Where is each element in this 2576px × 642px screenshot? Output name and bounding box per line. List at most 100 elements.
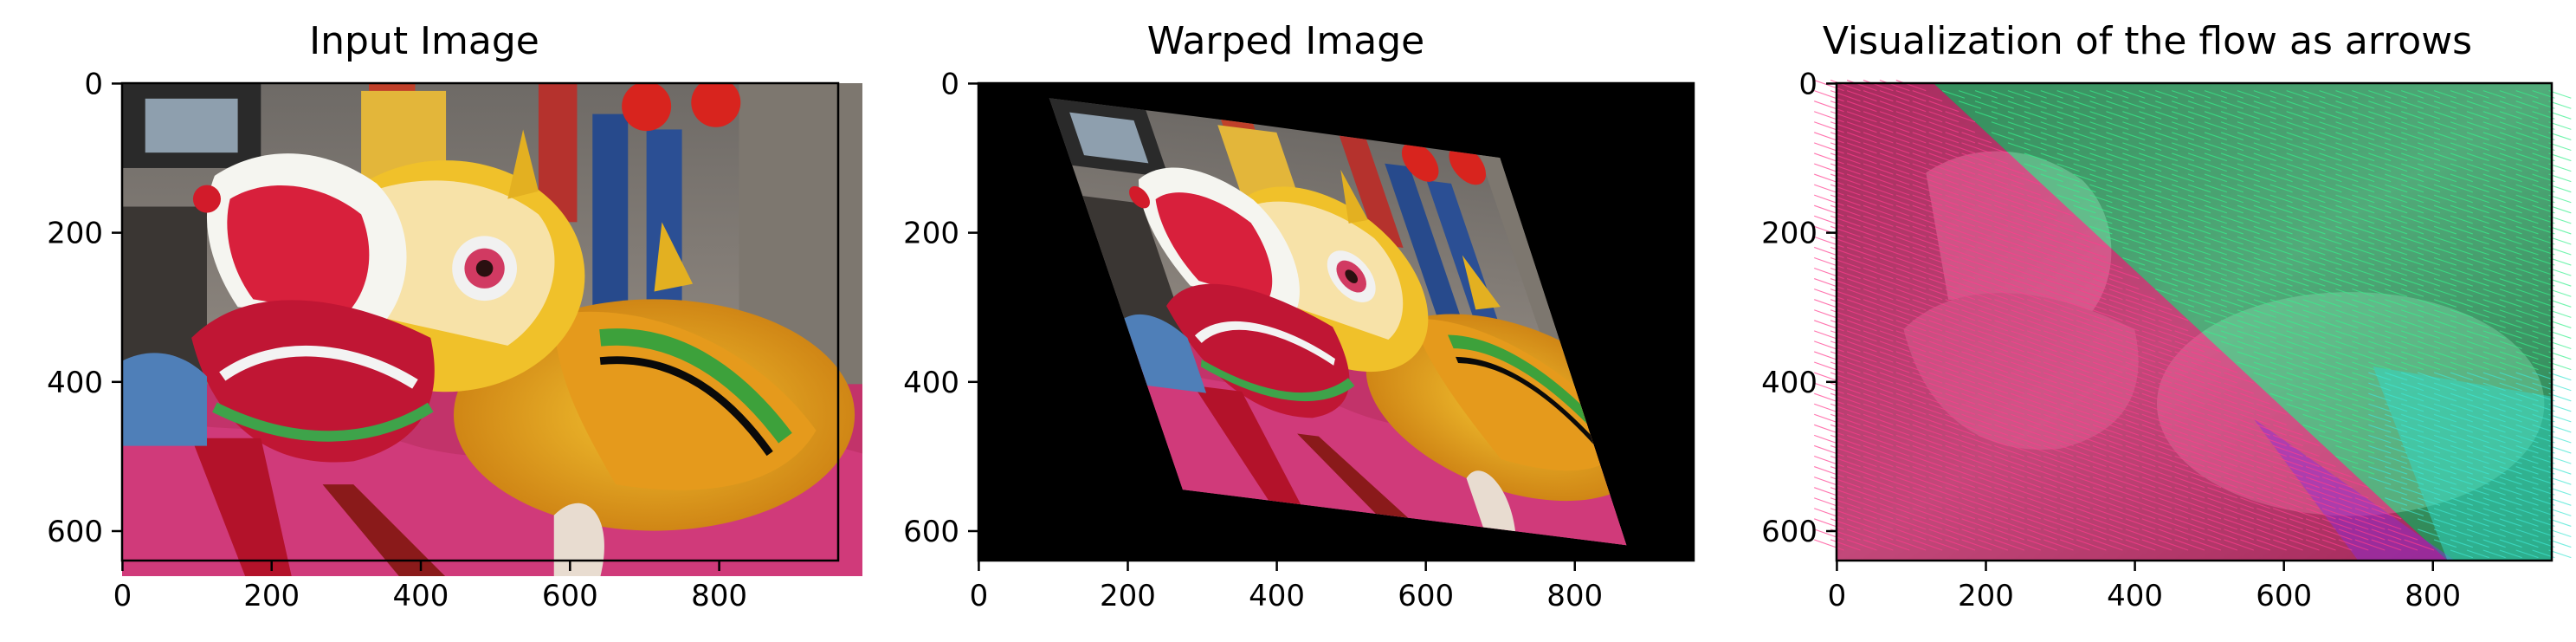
flow-arrow — [2092, 299, 2123, 311]
flow-arrow — [2187, 256, 2211, 266]
flow-arrow — [2385, 215, 2408, 224]
flow-arrow — [2059, 529, 2090, 541]
flow-arrow — [2499, 351, 2522, 360]
flow-arrow — [2450, 267, 2473, 276]
flow-arrow — [2466, 382, 2489, 392]
flow-arrow — [2256, 466, 2287, 478]
flow-arrow — [2417, 351, 2441, 360]
flow-arrow — [2092, 267, 2123, 280]
flow-arrow — [2335, 309, 2359, 318]
x-tick-label: 600 — [2256, 579, 2312, 613]
flow-arrow — [1928, 132, 1959, 144]
flow-arrow — [2321, 477, 2353, 489]
flow-arrow — [2240, 497, 2270, 509]
flow-arrow — [1961, 372, 1992, 384]
flow-arrow — [1814, 382, 1844, 394]
flow-arrow — [2043, 466, 2074, 478]
x-tick-label: 0 — [113, 579, 132, 613]
flow-arrow — [2204, 246, 2228, 256]
flow-arrow — [2352, 382, 2375, 392]
flow-arrow — [2352, 444, 2375, 454]
flow-arrow — [2207, 361, 2238, 373]
flow-arrow — [2027, 330, 2057, 342]
flow-arrow — [1814, 90, 1844, 102]
flow-arrow — [2269, 111, 2293, 120]
flow-arrow — [2269, 163, 2293, 172]
flow-arrow — [2385, 194, 2408, 204]
flow-arrow — [2466, 194, 2489, 204]
flow-arrow — [2174, 497, 2205, 509]
flow-arrow — [2011, 466, 2041, 478]
flow-arrow — [2024, 121, 2047, 130]
flow-arrow — [2417, 204, 2441, 214]
flow-arrow — [2253, 184, 2276, 193]
flow-arrow — [2253, 111, 2276, 120]
flow-arrow — [2059, 382, 2090, 394]
flow-arrow — [1961, 539, 1992, 551]
flow-arrow — [2352, 340, 2375, 350]
flow-arrow — [1978, 424, 2009, 436]
flow-arrow — [1945, 340, 1976, 353]
flow-arrow — [2155, 184, 2179, 193]
flow-arrow — [1863, 299, 1894, 311]
flow-arrow — [1895, 163, 1927, 175]
flow-arrow — [1978, 289, 2009, 301]
flow-arrow — [2043, 278, 2074, 290]
flow-arrow — [1846, 497, 1877, 509]
flow-arrow — [2253, 330, 2276, 339]
flow-arrow — [2385, 487, 2408, 496]
flow-arrow — [2269, 225, 2293, 235]
flow-arrow — [2401, 246, 2424, 256]
flow-arrow — [2368, 215, 2392, 224]
flow-arrow — [1814, 330, 1844, 342]
flow-arrow — [2338, 518, 2369, 530]
flow-arrow — [1978, 508, 2009, 520]
flow-arrow — [2385, 142, 2408, 152]
flow-arrow — [2450, 246, 2473, 256]
flow-arrow — [2043, 424, 2074, 436]
flow-arrow — [2220, 101, 2244, 109]
flow-arrow — [1978, 236, 2009, 248]
flow-arrow — [2368, 289, 2392, 297]
flow-arrow — [2253, 278, 2276, 287]
flow-arrow — [2401, 361, 2424, 371]
flow-arrow — [2368, 90, 2392, 99]
flow-arrow — [2092, 444, 2123, 457]
flow-arrow — [2125, 403, 2156, 415]
flow-arrow — [2302, 361, 2326, 371]
flow-arrow — [2401, 278, 2424, 287]
flow-arrow — [2433, 256, 2457, 266]
flow-arrow — [2515, 111, 2539, 120]
flow-arrow — [1830, 80, 1861, 92]
flow-arrow — [2076, 518, 2107, 530]
flow-arrow — [2466, 184, 2489, 193]
flow-arrow — [1978, 194, 2009, 206]
flow-arrow — [1879, 278, 1910, 290]
flow-arrow — [2092, 413, 2123, 425]
flow-arrow — [2253, 320, 2276, 328]
flow-arrow — [2515, 549, 2539, 559]
flow-arrow — [2335, 267, 2359, 276]
flow-arrow — [1945, 444, 1976, 457]
flow-arrow — [1928, 403, 1959, 415]
flow-arrow — [2108, 424, 2140, 436]
flow-arrow — [2286, 351, 2309, 360]
flow-arrow — [1912, 90, 1943, 102]
flow-arrow — [2352, 413, 2375, 423]
flow-arrow — [2237, 236, 2260, 245]
flow-arrow — [1961, 487, 1992, 499]
flow-arrow — [1846, 477, 1877, 489]
flow-arrow — [2433, 320, 2457, 328]
flow-arrow — [2499, 549, 2522, 559]
flow-arrow — [2204, 320, 2228, 328]
flow-arrow — [2401, 204, 2424, 214]
flow-arrow — [2450, 184, 2473, 193]
flow-arrow — [2187, 101, 2211, 109]
flow-arrow — [1814, 434, 1844, 446]
flow-arrow — [2108, 278, 2140, 290]
flow-arrow — [2073, 152, 2096, 162]
flow-arrow — [1814, 299, 1844, 311]
flow-arrow — [2401, 330, 2424, 339]
flow-arrow — [2043, 256, 2074, 269]
flow-arrow — [2108, 372, 2140, 384]
